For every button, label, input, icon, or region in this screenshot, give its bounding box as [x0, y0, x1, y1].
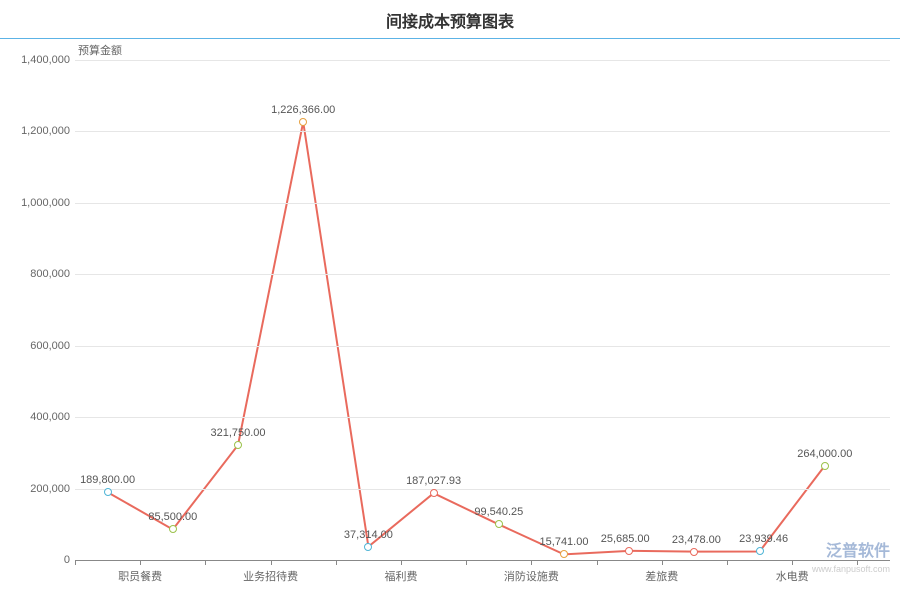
y-axis-label: 预算金额	[78, 42, 122, 58]
data-marker[interactable]	[495, 520, 503, 528]
x-tick	[597, 560, 598, 565]
x-tick	[662, 560, 663, 565]
data-label: 23,478.00	[672, 534, 721, 546]
chart-container: 间接成本预算图表 预算金额 0 200,000 400,000 600,000 800,…	[0, 0, 900, 600]
x-tick	[336, 560, 337, 565]
chart-title: 间接成本预算图表	[0, 0, 900, 38]
x-tick-label: 业务招待费	[243, 568, 298, 584]
data-marker[interactable]	[104, 488, 112, 496]
grid-line	[75, 489, 890, 490]
data-marker[interactable]	[169, 525, 177, 533]
watermark: 泛普软件 www.fanpusoft.com	[812, 537, 890, 575]
x-tick-label: 职员餐费	[118, 568, 162, 584]
plot-area: 189,800.00 85,500.00 321,750.00 1,226,366.0…	[75, 60, 890, 560]
data-label: 37,314.00	[344, 529, 393, 541]
grid-line	[75, 346, 890, 347]
x-tick	[75, 560, 76, 565]
x-tick-label: 福利费	[385, 568, 418, 584]
data-label: 189,800.00	[80, 474, 135, 486]
y-tick-label: 600,000	[10, 340, 70, 352]
data-label: 85,500.00	[148, 511, 197, 523]
y-tick-label: 400,000	[10, 411, 70, 423]
title-separator	[0, 38, 900, 39]
data-label: 1,226,366.00	[271, 104, 335, 116]
data-marker[interactable]	[560, 550, 568, 558]
grid-line	[75, 131, 890, 132]
x-tick	[401, 560, 402, 565]
x-tick	[531, 560, 532, 565]
x-tick-label: 消防设施费	[504, 568, 559, 584]
data-label: 23,939.46	[739, 533, 788, 545]
x-tick	[205, 560, 206, 565]
y-tick-label: 200,000	[10, 483, 70, 495]
data-label: 264,000.00	[797, 448, 852, 460]
data-label: 321,750.00	[210, 427, 265, 439]
x-tick	[140, 560, 141, 565]
data-marker[interactable]	[756, 547, 764, 555]
data-marker[interactable]	[625, 547, 633, 555]
data-label: 99,540.25	[474, 506, 523, 518]
watermark-sub: www.fanpusoft.com	[812, 564, 890, 574]
x-tick	[466, 560, 467, 565]
grid-line	[75, 60, 890, 61]
x-tick	[792, 560, 793, 565]
x-tick	[271, 560, 272, 565]
data-marker[interactable]	[299, 118, 307, 126]
data-label: 187,027.93	[406, 475, 461, 487]
data-marker[interactable]	[821, 462, 829, 470]
x-axis-baseline	[75, 560, 890, 561]
data-label: 25,685.00	[601, 533, 650, 545]
watermark-main: 泛普软件	[826, 543, 890, 560]
data-marker[interactable]	[234, 441, 242, 449]
line-path	[75, 60, 890, 560]
grid-line	[75, 274, 890, 275]
y-tick-label: 800,000	[10, 268, 70, 280]
grid-line	[75, 417, 890, 418]
y-tick-label: 0	[10, 554, 70, 566]
data-marker[interactable]	[690, 548, 698, 556]
data-marker[interactable]	[430, 489, 438, 497]
data-label: 15,741.00	[540, 536, 589, 548]
y-tick-label: 1,400,000	[10, 54, 70, 66]
data-marker[interactable]	[364, 543, 372, 551]
x-tick-label: 差旅费	[645, 568, 678, 584]
y-tick-label: 1,200,000	[10, 125, 70, 137]
y-tick-label: 1,000,000	[10, 197, 70, 209]
x-tick-label: 水电费	[776, 568, 809, 584]
x-tick	[727, 560, 728, 565]
grid-line	[75, 203, 890, 204]
